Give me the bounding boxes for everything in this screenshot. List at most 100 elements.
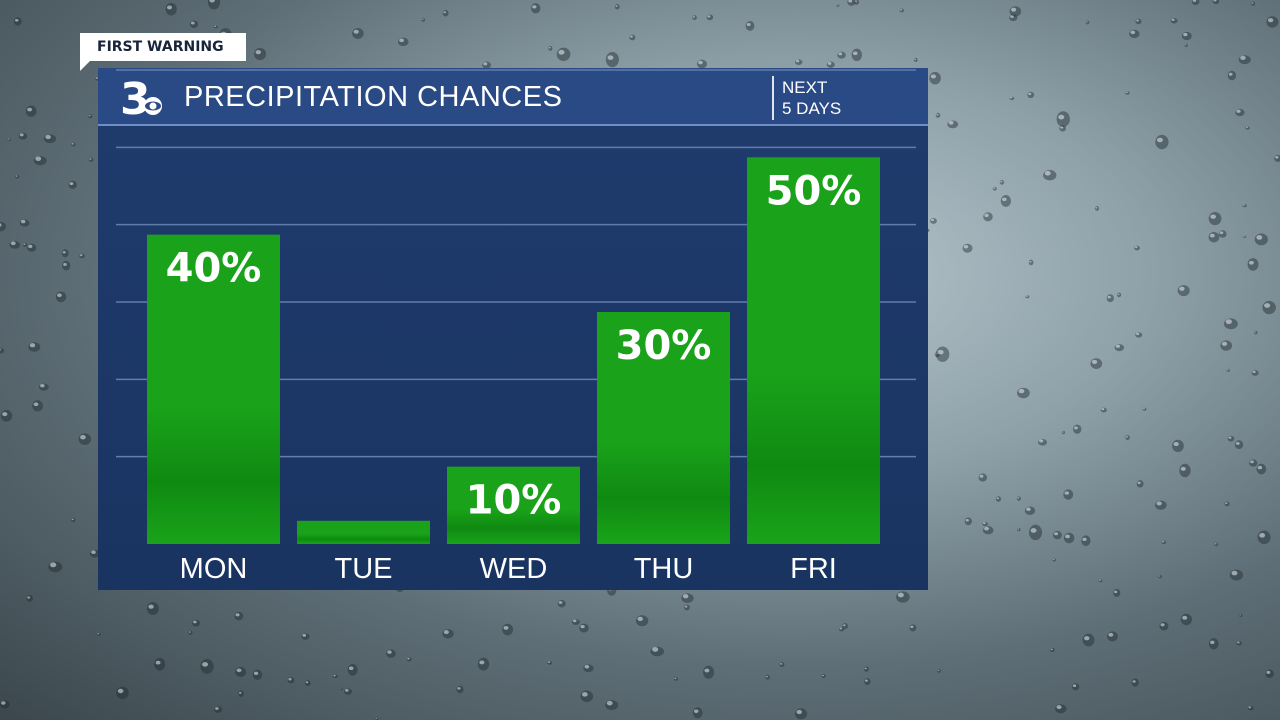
raindrop	[605, 51, 619, 68]
raindrop	[1136, 480, 1144, 488]
raindrop	[547, 660, 553, 665]
raindrop	[583, 664, 594, 673]
header-divider	[772, 76, 774, 120]
raindrop	[1191, 0, 1200, 5]
raindrop	[842, 623, 848, 630]
raindrop	[1254, 233, 1268, 246]
raindrop	[684, 604, 690, 611]
raindrop	[1025, 295, 1030, 299]
raindrop	[78, 433, 92, 445]
raindrop	[1229, 569, 1244, 581]
panel-header: 3 PRECIPITATION CHANCES NEXT 5 DAYS	[98, 68, 928, 126]
raindrop	[556, 47, 571, 62]
raindrop	[89, 549, 101, 558]
raindrop	[189, 20, 199, 29]
raindrop	[1223, 318, 1238, 330]
raindrop	[992, 186, 997, 191]
bar-mon	[147, 234, 280, 544]
raindrop	[26, 243, 37, 252]
raindrop	[1053, 530, 1062, 540]
raindrop	[397, 37, 409, 47]
raindrop	[1135, 18, 1142, 25]
raindrop	[304, 680, 311, 687]
raindrop	[1155, 500, 1167, 510]
raindrop	[847, 0, 856, 6]
bar-thu	[597, 312, 730, 544]
raindrop	[1016, 496, 1021, 501]
raindrop	[1135, 332, 1143, 338]
raindrop	[1208, 212, 1222, 226]
raindrop	[1254, 330, 1258, 335]
raindrop	[914, 57, 918, 62]
period-line-2: 5 DAYS	[782, 99, 842, 118]
raindrop	[15, 174, 20, 179]
raindrop	[1052, 558, 1056, 562]
raindrop	[1009, 14, 1018, 22]
raindrop	[548, 45, 553, 51]
raindrop	[765, 674, 770, 680]
raindrop	[1218, 230, 1227, 238]
raindrop	[692, 707, 703, 719]
raindrop	[1234, 440, 1244, 450]
raindrop	[1208, 231, 1220, 243]
raindrop	[1028, 524, 1043, 541]
badge-tail	[80, 61, 90, 71]
raindrop	[43, 134, 57, 144]
raindrop	[1082, 633, 1095, 647]
raindrop	[571, 619, 580, 625]
raindrop	[19, 219, 30, 227]
raindrop	[1027, 91, 1035, 99]
raindrop	[214, 706, 223, 713]
raindrop	[1090, 358, 1103, 370]
data-label-wed: 10%	[466, 478, 562, 524]
raindrop	[937, 668, 941, 673]
raindrop	[1161, 540, 1167, 545]
raindrop	[1242, 235, 1247, 238]
raindrop	[1257, 530, 1271, 545]
raindrop	[1056, 111, 1070, 127]
raindrop	[1129, 29, 1140, 39]
raindrop	[1172, 439, 1184, 453]
raindrop	[1274, 154, 1280, 162]
raindrop	[1236, 641, 1242, 646]
raindrop	[200, 659, 214, 674]
raindrop	[635, 615, 649, 627]
raindrop	[347, 663, 358, 676]
raindrop	[1113, 588, 1121, 597]
raindrop	[1247, 706, 1254, 711]
category-label-thu: THU	[634, 553, 694, 585]
category-label-fri: FRI	[790, 553, 837, 585]
raindrop	[1000, 194, 1012, 207]
raindrop	[1242, 203, 1247, 208]
raindrop	[1028, 259, 1034, 266]
raindrop	[1247, 258, 1259, 271]
raindrop	[116, 686, 129, 700]
raindrop	[929, 71, 941, 85]
raindrop	[930, 218, 937, 224]
raindrop	[826, 61, 835, 68]
raindrop	[252, 669, 263, 680]
raindrop	[1177, 285, 1190, 297]
raindrop	[681, 593, 694, 603]
raindrop	[1184, 43, 1188, 48]
raindrop	[25, 105, 37, 117]
raindrop	[32, 400, 44, 412]
raindrop	[1061, 430, 1066, 435]
raindrop	[61, 249, 69, 258]
raindrop	[863, 666, 869, 672]
precipitation-bar-chart: 40% MON TUE 10% WED 30% THU 50% FRI	[116, 69, 916, 585]
raindrop	[696, 59, 708, 69]
raindrop	[1085, 20, 1090, 25]
raindrop	[146, 601, 159, 616]
raindrop	[1024, 506, 1036, 516]
raindrop	[406, 657, 412, 662]
raindrop	[1125, 91, 1130, 95]
raindrop	[0, 221, 7, 232]
raindrop	[1224, 501, 1230, 507]
raindrop	[579, 623, 589, 633]
raindrop	[22, 242, 28, 247]
raindrop	[1098, 579, 1103, 583]
raindrop	[899, 8, 905, 13]
raindrop	[1256, 463, 1267, 475]
raindrop	[33, 156, 47, 166]
